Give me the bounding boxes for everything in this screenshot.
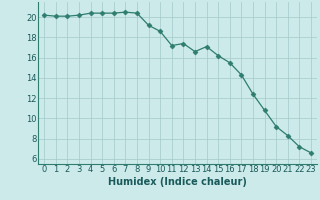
X-axis label: Humidex (Indice chaleur): Humidex (Indice chaleur): [108, 177, 247, 187]
